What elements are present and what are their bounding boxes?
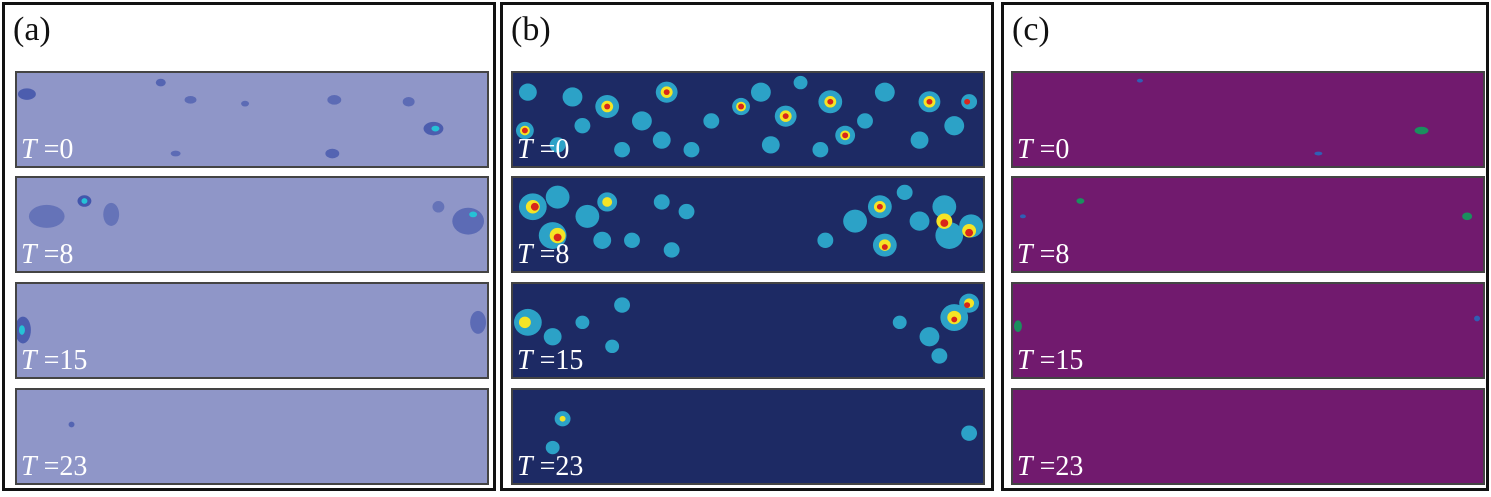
- time-label: T =23: [1017, 451, 1084, 482]
- time-label: T =8: [1017, 239, 1070, 270]
- panel-label: (a): [13, 11, 51, 48]
- time-label: T =0: [21, 134, 74, 165]
- strip-b-t8: T =8: [511, 176, 985, 273]
- strip-a-t8: T =8: [15, 176, 489, 273]
- time-label: T =15: [21, 345, 88, 376]
- strip-a-t0: T =0: [15, 71, 489, 168]
- strip-c-t0: T =0: [1011, 71, 1485, 168]
- strip-b-t23: T =23: [511, 388, 985, 485]
- strip-a-t15: T =15: [15, 282, 489, 379]
- time-label: T =23: [21, 451, 88, 482]
- strip-c-t23: T =23: [1011, 388, 1485, 485]
- panel-label: (c): [1012, 11, 1050, 48]
- spot-map: [545, 411, 978, 455]
- strip-c-t15: T =15: [1011, 282, 1485, 379]
- panel-c: (c) T =0 T =8 T =15 T =23: [1001, 2, 1489, 491]
- time-label: T =15: [517, 345, 584, 376]
- time-label: T =8: [517, 239, 570, 270]
- spot-map: [68, 421, 75, 428]
- time-label: T =15: [1017, 345, 1084, 376]
- strip-b-t15: T =15: [511, 282, 985, 379]
- time-label: T =0: [517, 134, 570, 165]
- spot-map: [518, 184, 983, 258]
- strip-a-t23: T =23: [15, 388, 489, 485]
- time-label: T =23: [517, 451, 584, 482]
- panel-label: (b): [511, 11, 551, 48]
- spot-map: [17, 78, 444, 159]
- spot-map: [1013, 315, 1481, 332]
- spot-map: [515, 75, 978, 158]
- spot-map: [28, 195, 485, 235]
- panel-a: (a) T =0 T =8: [2, 2, 496, 491]
- spot-map: [513, 293, 980, 364]
- spot-map: [17, 310, 487, 344]
- spot-map: [1019, 198, 1473, 221]
- strip-b-t0: T =0: [511, 71, 985, 168]
- panel-b: (b) T: [500, 2, 994, 491]
- time-label: T =8: [21, 239, 74, 270]
- time-label: T =0: [1017, 134, 1070, 165]
- strip-c-t8: T =8: [1011, 176, 1485, 273]
- spot-map: [1136, 78, 1429, 156]
